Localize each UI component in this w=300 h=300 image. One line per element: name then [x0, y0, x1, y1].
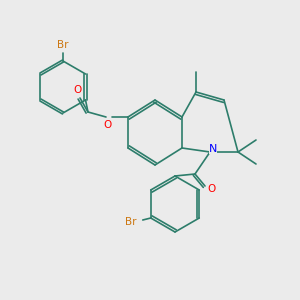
Text: Br: Br: [125, 217, 136, 227]
Text: Br: Br: [57, 40, 69, 50]
Text: O: O: [74, 85, 82, 95]
Text: N: N: [209, 144, 217, 154]
Text: O: O: [104, 120, 112, 130]
Text: O: O: [208, 184, 216, 194]
